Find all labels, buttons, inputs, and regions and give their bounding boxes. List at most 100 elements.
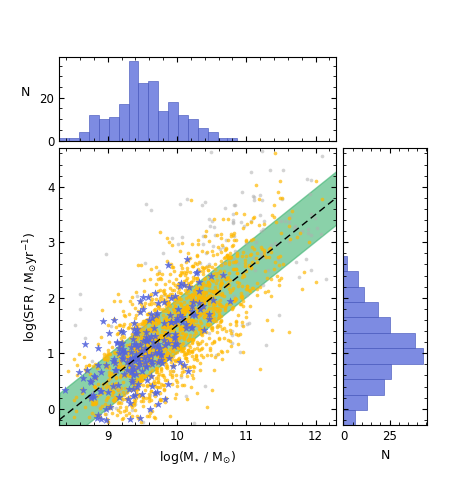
Point: [153, 359, 160, 367]
Point: [147, 266, 155, 273]
Point: [152, 392, 159, 400]
Point: [210, 314, 218, 322]
Point: [213, 324, 221, 331]
Point: [167, 260, 174, 268]
Point: [189, 262, 197, 270]
Point: [180, 335, 188, 343]
Point: [159, 358, 167, 366]
Point: [137, 339, 145, 347]
Point: [166, 325, 173, 333]
Point: [135, 329, 142, 337]
Point: [219, 243, 227, 250]
Point: [155, 317, 163, 325]
Point: [204, 292, 211, 300]
Point: [176, 322, 184, 330]
Point: [202, 288, 210, 296]
Point: [150, 299, 158, 307]
Point: [183, 395, 191, 403]
Point: [126, 400, 134, 407]
Point: [88, 392, 95, 400]
Point: [144, 326, 151, 334]
Point: [165, 308, 173, 316]
Point: [75, 350, 82, 358]
Point: [184, 368, 191, 375]
Point: [149, 335, 156, 342]
Point: [162, 345, 169, 352]
Point: [126, 355, 133, 362]
Point: [170, 344, 177, 351]
Point: [239, 248, 247, 256]
Point: [138, 335, 146, 342]
Point: [169, 362, 176, 369]
Point: [196, 285, 204, 293]
Point: [134, 376, 142, 383]
Point: [201, 232, 209, 240]
Point: [161, 315, 168, 323]
Point: [204, 266, 211, 273]
Point: [188, 298, 196, 305]
Point: [279, 260, 286, 268]
Point: [128, 412, 136, 420]
Point: [70, 396, 78, 404]
Point: [146, 380, 154, 387]
Point: [203, 248, 210, 255]
Point: [159, 295, 166, 303]
Point: [125, 358, 132, 365]
Point: [199, 201, 206, 208]
Point: [190, 419, 198, 426]
Point: [120, 333, 128, 341]
Point: [91, 382, 98, 390]
Point: [145, 358, 152, 366]
Point: [102, 405, 110, 413]
Point: [153, 339, 160, 347]
Point: [176, 358, 183, 366]
Point: [116, 358, 123, 365]
Point: [130, 325, 137, 333]
Point: [202, 289, 210, 297]
Point: [146, 346, 154, 354]
Point: [165, 310, 173, 318]
Point: [192, 351, 200, 358]
Point: [175, 335, 183, 342]
Point: [94, 380, 102, 388]
Point: [183, 316, 191, 324]
Point: [182, 330, 190, 338]
Point: [189, 298, 196, 305]
Point: [156, 344, 164, 352]
Point: [154, 349, 162, 357]
Point: [126, 321, 134, 328]
Point: [193, 260, 201, 267]
Point: [142, 358, 149, 366]
Point: [100, 317, 107, 325]
Point: [146, 407, 153, 414]
Point: [253, 254, 260, 262]
Point: [182, 282, 190, 290]
Point: [187, 347, 195, 354]
Point: [104, 418, 112, 426]
Point: [172, 330, 180, 337]
Point: [141, 353, 148, 360]
Point: [119, 365, 127, 373]
Point: [145, 293, 152, 301]
Point: [173, 313, 180, 321]
Point: [166, 321, 173, 329]
Bar: [344, 410, 355, 425]
Point: [141, 344, 148, 352]
Point: [146, 335, 154, 343]
Point: [175, 354, 183, 362]
Point: [137, 375, 145, 382]
Point: [175, 334, 182, 341]
Point: [147, 327, 155, 335]
Point: [131, 401, 139, 408]
Point: [148, 316, 156, 324]
Point: [167, 358, 174, 366]
Point: [96, 390, 104, 398]
Point: [167, 335, 175, 343]
Point: [162, 328, 169, 336]
Point: [226, 253, 234, 261]
Point: [184, 293, 192, 301]
Point: [204, 279, 212, 286]
Point: [145, 310, 152, 317]
Point: [240, 210, 248, 218]
Point: [112, 384, 119, 391]
